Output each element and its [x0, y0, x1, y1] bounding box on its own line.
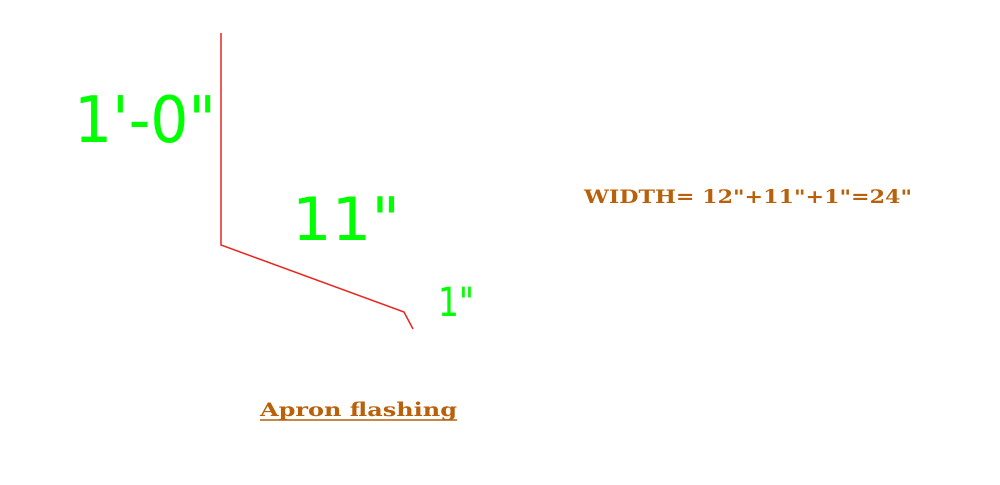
lip-dimension-label: 1" — [438, 280, 474, 326]
apron-flashing-profile — [220, 33, 414, 330]
drawing-caption: Apron flashing — [259, 399, 457, 421]
height-dimension-label: 1'-0" — [74, 84, 216, 158]
slope-dimension-label: 11" — [292, 185, 400, 255]
width-formula: WIDTH= 12"+11"+1"=24" — [583, 186, 912, 208]
